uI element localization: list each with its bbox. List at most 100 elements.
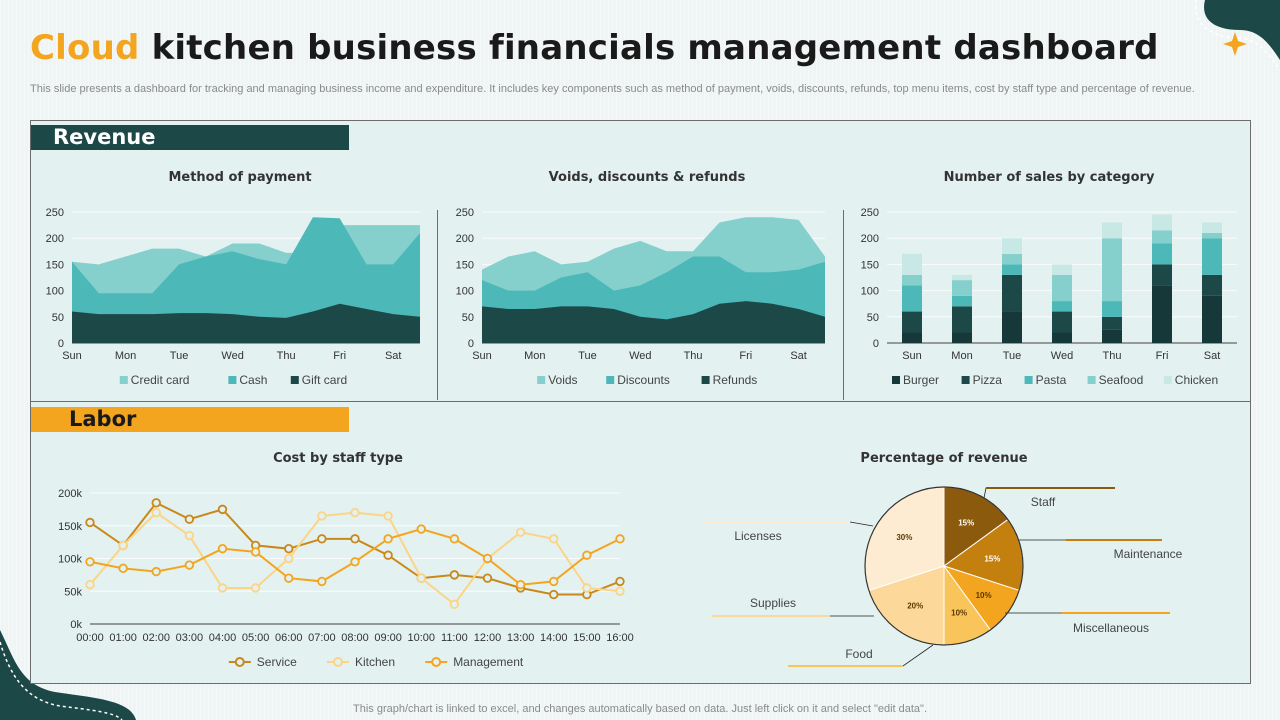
point-service: [449, 570, 460, 580]
area-refunds: [482, 301, 825, 343]
legend-label: Discounts: [617, 373, 670, 387]
bar-burger: [1052, 332, 1072, 343]
pie-category-label: Licenses: [734, 529, 781, 543]
point-kitchen: [217, 583, 228, 593]
point-kitchen: [549, 534, 559, 544]
sales-bar-chart[interactable]: 0 50 100 150 200 250 Sun Mon Tue Wed Thu Fri Sat Burg…: [845, 200, 1245, 395]
y-tick-label: 0: [873, 338, 879, 350]
y-tick-label: 100: [46, 286, 64, 298]
legend-swatch: [537, 376, 546, 384]
corner-decoration-bottom-left: [0, 630, 136, 720]
x-tick-label: 06:00: [275, 632, 303, 644]
point-management: [184, 560, 195, 570]
point-management: [118, 563, 128, 574]
x-tick-label: 00:00: [76, 632, 104, 644]
bar-pasta: [902, 285, 922, 312]
pie-value-label: 30%: [896, 533, 912, 542]
bar-burger: [1152, 285, 1172, 343]
x-tick-label: 10:00: [407, 632, 435, 644]
bar-pizza: [1102, 316, 1122, 330]
point-management: [85, 557, 95, 567]
pie-category-label: Maintenance: [1114, 547, 1183, 561]
chart-title-sales: Number of sales by category: [943, 170, 1155, 185]
legend-marker: [333, 657, 343, 667]
bar-burger: [1202, 295, 1222, 343]
point-management: [449, 534, 460, 544]
legend-swatch: [290, 376, 299, 384]
point-kitchen: [85, 579, 95, 590]
x-tick-label: 04:00: [209, 632, 237, 644]
bar-burger: [902, 332, 922, 343]
sparkle-icon: [1223, 32, 1247, 56]
pie-category-label: Supplies: [750, 596, 796, 610]
staff-cost-line-chart[interactable]: 0k 50k 100k 150k 200k 00:00 01:00 02:00 03:00 04:…: [30, 480, 640, 675]
legend-marker: [431, 657, 442, 667]
x-tick-label: 12:00: [474, 632, 502, 644]
x-tick-label: Thu: [277, 350, 296, 362]
x-tick-label: 01:00: [109, 632, 137, 644]
point-service: [85, 517, 95, 528]
payment-area-chart[interactable]: 0 50 100 150 200 250 Sun Mon Tue Wed Thu Fri Sat Cred…: [30, 200, 435, 395]
x-tick-label: Wed: [221, 350, 243, 362]
x-tick-label: Mon: [951, 350, 972, 362]
point-management: [482, 553, 493, 564]
legend-swatch: [961, 376, 970, 384]
legend-swatch: [606, 376, 615, 384]
x-tick-label: Sun: [902, 350, 922, 362]
y-tick-label: 150: [456, 259, 474, 271]
bar-chicken: [1102, 222, 1122, 239]
chart-title-payment: Method of payment: [168, 170, 312, 185]
point-service: [217, 504, 228, 515]
y-tick-label: 100k: [58, 554, 82, 566]
point-service: [317, 534, 327, 544]
chart-title-voids: Voids, discounts & refunds: [548, 170, 746, 185]
bar-seafood: [1102, 238, 1122, 302]
bar-pasta: [1052, 301, 1072, 312]
revenue-pie-chart[interactable]: 15% Staff 15% Maintenance 10% Miscellaneous 10…: [690, 470, 1230, 675]
legend-label: Voids: [548, 373, 577, 387]
legend-swatch: [1163, 376, 1172, 384]
legend-swatch: [892, 376, 900, 384]
y-tick-label: 200: [456, 233, 474, 245]
bar-pasta: [1102, 301, 1122, 317]
y-tick-label: 50: [462, 312, 474, 324]
pie-category-label: Staff: [1031, 495, 1056, 509]
legend-label: Seafood: [1099, 373, 1144, 387]
point-management: [151, 566, 161, 577]
legend-label: Refunds: [713, 373, 758, 387]
pie-outline: [864, 486, 1024, 646]
pie-value-label: 20%: [907, 602, 923, 611]
bar-pizza: [1152, 264, 1172, 286]
point-kitchen: [250, 583, 261, 593]
bar-pizza: [1002, 274, 1022, 312]
divider: [437, 210, 438, 400]
bar-pizza: [1202, 274, 1222, 296]
legend-marker: [234, 657, 245, 667]
y-tick-label: 100: [861, 286, 879, 298]
bar-pasta: [1202, 238, 1222, 275]
bar-pizza: [952, 306, 972, 333]
x-tick-label: Wed: [629, 350, 651, 362]
y-tick-label: 200: [46, 233, 64, 245]
bar-pasta: [1002, 264, 1022, 275]
legend-label: Credit card: [131, 373, 190, 387]
y-tick-label: 150k: [58, 521, 82, 533]
point-kitchen: [615, 586, 625, 596]
point-service: [615, 576, 625, 587]
legend-label: Pizza: [973, 373, 1003, 387]
x-tick-label: Tue: [1003, 350, 1022, 362]
x-tick-label: Fri: [739, 350, 752, 362]
legend-label: Burger: [903, 373, 939, 387]
x-tick-label: Tue: [170, 350, 189, 362]
legend-swatch: [228, 376, 237, 384]
point-service: [350, 534, 360, 544]
point-kitchen: [350, 507, 360, 518]
bar-seafood: [1152, 230, 1172, 244]
bar-chicken: [952, 274, 972, 281]
x-tick-label: 11:00: [441, 632, 468, 644]
bar-seafood: [1002, 253, 1022, 265]
footer-note: This graph/chart is linked to excel, and…: [352, 703, 928, 715]
y-tick-label: 0: [468, 338, 474, 350]
voids-area-chart[interactable]: 0 50 100 150 200 250 Sun Mon Tue Wed Thu Fri Sat Void…: [440, 200, 840, 395]
x-tick-label: Thu: [1103, 350, 1122, 362]
